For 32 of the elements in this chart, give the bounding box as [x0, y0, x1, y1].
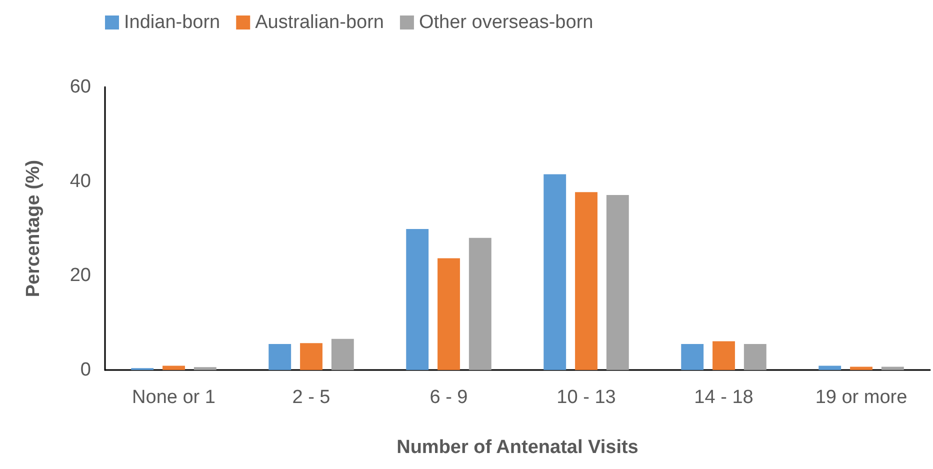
bar: [818, 366, 842, 370]
legend-label: Australian-born: [255, 12, 384, 33]
x-tick-label: 2 - 5: [292, 387, 330, 408]
y-tick-label: 60: [70, 76, 91, 98]
x-tick-label: None or 1: [132, 387, 216, 408]
x-tick-label: 6 - 9: [430, 387, 468, 408]
bar: [606, 195, 629, 370]
y-tick-label: 40: [70, 170, 91, 192]
x-tick-label: 10 - 13: [556, 387, 616, 408]
y-axis-title: Percentage (%): [23, 160, 44, 298]
x-tick-label: 14 - 18: [694, 387, 754, 408]
bar: [268, 344, 292, 370]
legend-label: Indian-born: [124, 12, 220, 33]
bar: [712, 341, 735, 370]
bar: [681, 344, 704, 370]
legend-label: Other overseas-born: [418, 12, 594, 33]
bar: [468, 238, 492, 370]
bar: [162, 366, 185, 370]
bar: [544, 174, 566, 370]
bar: [850, 366, 872, 370]
bar: [438, 258, 460, 370]
bar: [744, 344, 766, 370]
bar: [194, 367, 216, 370]
bar: [300, 343, 322, 370]
bar: [331, 338, 354, 370]
bar: [406, 228, 429, 370]
x-axis-title: Number of Antenatal Visits: [396, 437, 638, 458]
x-tick-label: 19 or more: [815, 387, 908, 408]
y-tick-label: 20: [70, 265, 91, 286]
bar: [575, 192, 598, 370]
bar: [881, 366, 904, 370]
y-tick-label: 0: [80, 360, 91, 380]
